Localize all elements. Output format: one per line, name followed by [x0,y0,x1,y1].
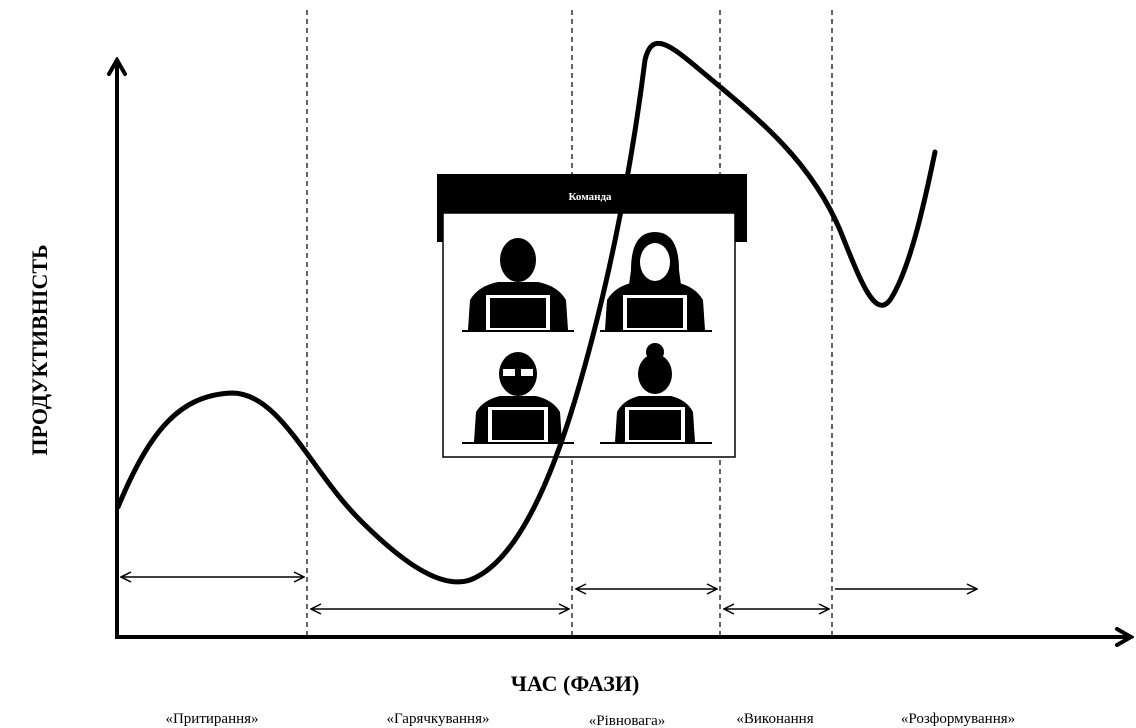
phase-label: «Рівновага» [589,713,665,728]
x-axis-label: ЧАС (ФАЗИ) [511,671,640,696]
team-title: Команда [568,191,612,203]
phase-arrows [121,577,977,609]
phase-label: «Виконання [736,711,813,727]
phase-labels: «Притирання» «Гарячкування» «Рівновага» … [165,711,1015,728]
phase-label: «Розформування» [901,711,1015,727]
phase-label: «Притирання» [165,711,258,727]
page: html, body { margin: 0; padding: 0; back… [0,0,1136,728]
diagram: Команда [0,0,1136,728]
y-axis-label: ПРОДУКТИВНІСТЬ [27,244,52,455]
phase-label: «Гарячкування» [387,711,490,727]
page-body: {"y_axis_label": "ПРОДУКТИВНІСТЬ", "x_ax… [0,0,1136,728]
team-box: Команда [437,174,747,457]
